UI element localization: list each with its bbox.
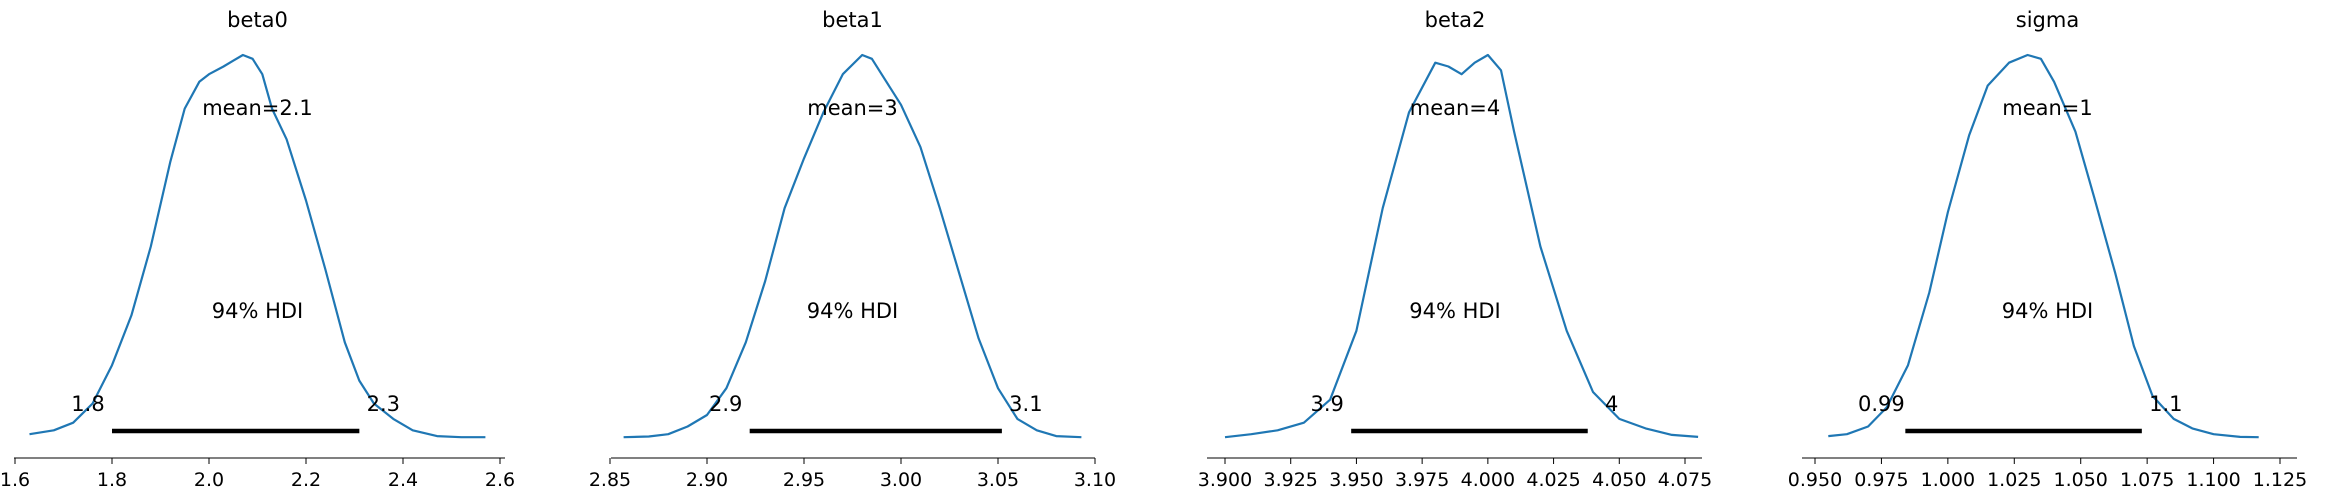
x-tick-label: 3.10 — [1074, 469, 1116, 491]
hdi-upper-label: 1.1 — [2149, 392, 2182, 416]
subplot-title: beta0 — [227, 8, 288, 32]
x-tick-label: 1.8 — [97, 469, 127, 491]
hdi-upper-label: 2.3 — [367, 392, 400, 416]
hdi-lower-label: 3.9 — [1310, 392, 1343, 416]
hdi-lower-label: 0.99 — [1858, 392, 1905, 416]
hdi-label: 94% HDI — [807, 299, 899, 323]
x-tick-label: 3.900 — [1198, 469, 1252, 491]
subplot-title: beta1 — [822, 8, 883, 32]
x-tick-label: 2.90 — [686, 469, 728, 491]
x-tick-label: 2.0 — [194, 469, 224, 491]
hdi-lower-label: 1.8 — [71, 392, 104, 416]
x-tick-label: 2.95 — [783, 469, 825, 491]
x-tick-label: 2.4 — [388, 469, 418, 491]
x-tick-label: 1.050 — [2054, 469, 2108, 491]
x-tick-label: 1.000 — [1921, 469, 1975, 491]
hdi-label: 94% HDI — [1409, 299, 1501, 323]
x-tick-label: 3.05 — [977, 469, 1019, 491]
hdi-upper-label: 4 — [1605, 392, 1618, 416]
x-tick-label: 3.00 — [880, 469, 922, 491]
mean-label: mean=4 — [1410, 96, 1501, 120]
hdi-upper-label: 3.1 — [1009, 392, 1042, 416]
x-tick-label: 0.975 — [1854, 469, 1908, 491]
hdi-label: 94% HDI — [212, 299, 304, 323]
subplot-title: sigma — [2016, 8, 2079, 32]
x-tick-label: 4.025 — [1526, 469, 1580, 491]
density-curve — [623, 53, 1082, 439]
hdi-label: 94% HDI — [2002, 299, 2094, 323]
x-tick-label: 4.050 — [1592, 469, 1646, 491]
mean-label: mean=1 — [2002, 96, 2093, 120]
x-tick-label: 1.100 — [2186, 469, 2240, 491]
x-tick-label: 2.85 — [589, 469, 631, 491]
x-tick-label: 1.025 — [1987, 469, 2041, 491]
x-tick-label: 2.2 — [291, 469, 321, 491]
density-curve — [1828, 53, 2259, 439]
density-curve — [29, 53, 486, 439]
x-tick-label: 0.950 — [1788, 469, 1842, 491]
x-tick-label: 3.975 — [1395, 469, 1449, 491]
subplot-sigma: sigma mean=1 94% HDI 0.99 1.1 0.950 0.975 1.000… — [1788, 8, 2307, 491]
x-tick-label: 4.075 — [1658, 469, 1712, 491]
x-tick-label: 4.000 — [1461, 469, 1515, 491]
x-tick-label: 3.925 — [1264, 469, 1318, 491]
mean-label: mean=3 — [807, 96, 898, 120]
mean-label: mean=2.1 — [202, 96, 313, 120]
hdi-lower-label: 2.9 — [709, 392, 742, 416]
x-tick-label: 2.6 — [485, 469, 515, 491]
x-tick-label: 3.950 — [1329, 469, 1383, 491]
subplot-beta2: beta2 mean=4 94% HDI 3.9 4 3.900 3.925 3.950 3.9… — [1198, 8, 1712, 491]
x-tick-label: 1.075 — [2120, 469, 2174, 491]
subplot-beta0: beta0 mean=2.1 94% HDI 1.8 2.3 1.6 1.8 2.0 2.2 2.… — [0, 8, 515, 491]
density-curve — [1224, 53, 1699, 439]
x-tick-label: 1.6 — [0, 469, 30, 491]
x-tick-label: 1.125 — [2253, 469, 2307, 491]
subplot-title: beta2 — [1425, 8, 1486, 32]
subplot-beta1: beta1 mean=3 94% HDI 2.9 3.1 2.85 2.90 2.95 3.00… — [589, 8, 1116, 491]
